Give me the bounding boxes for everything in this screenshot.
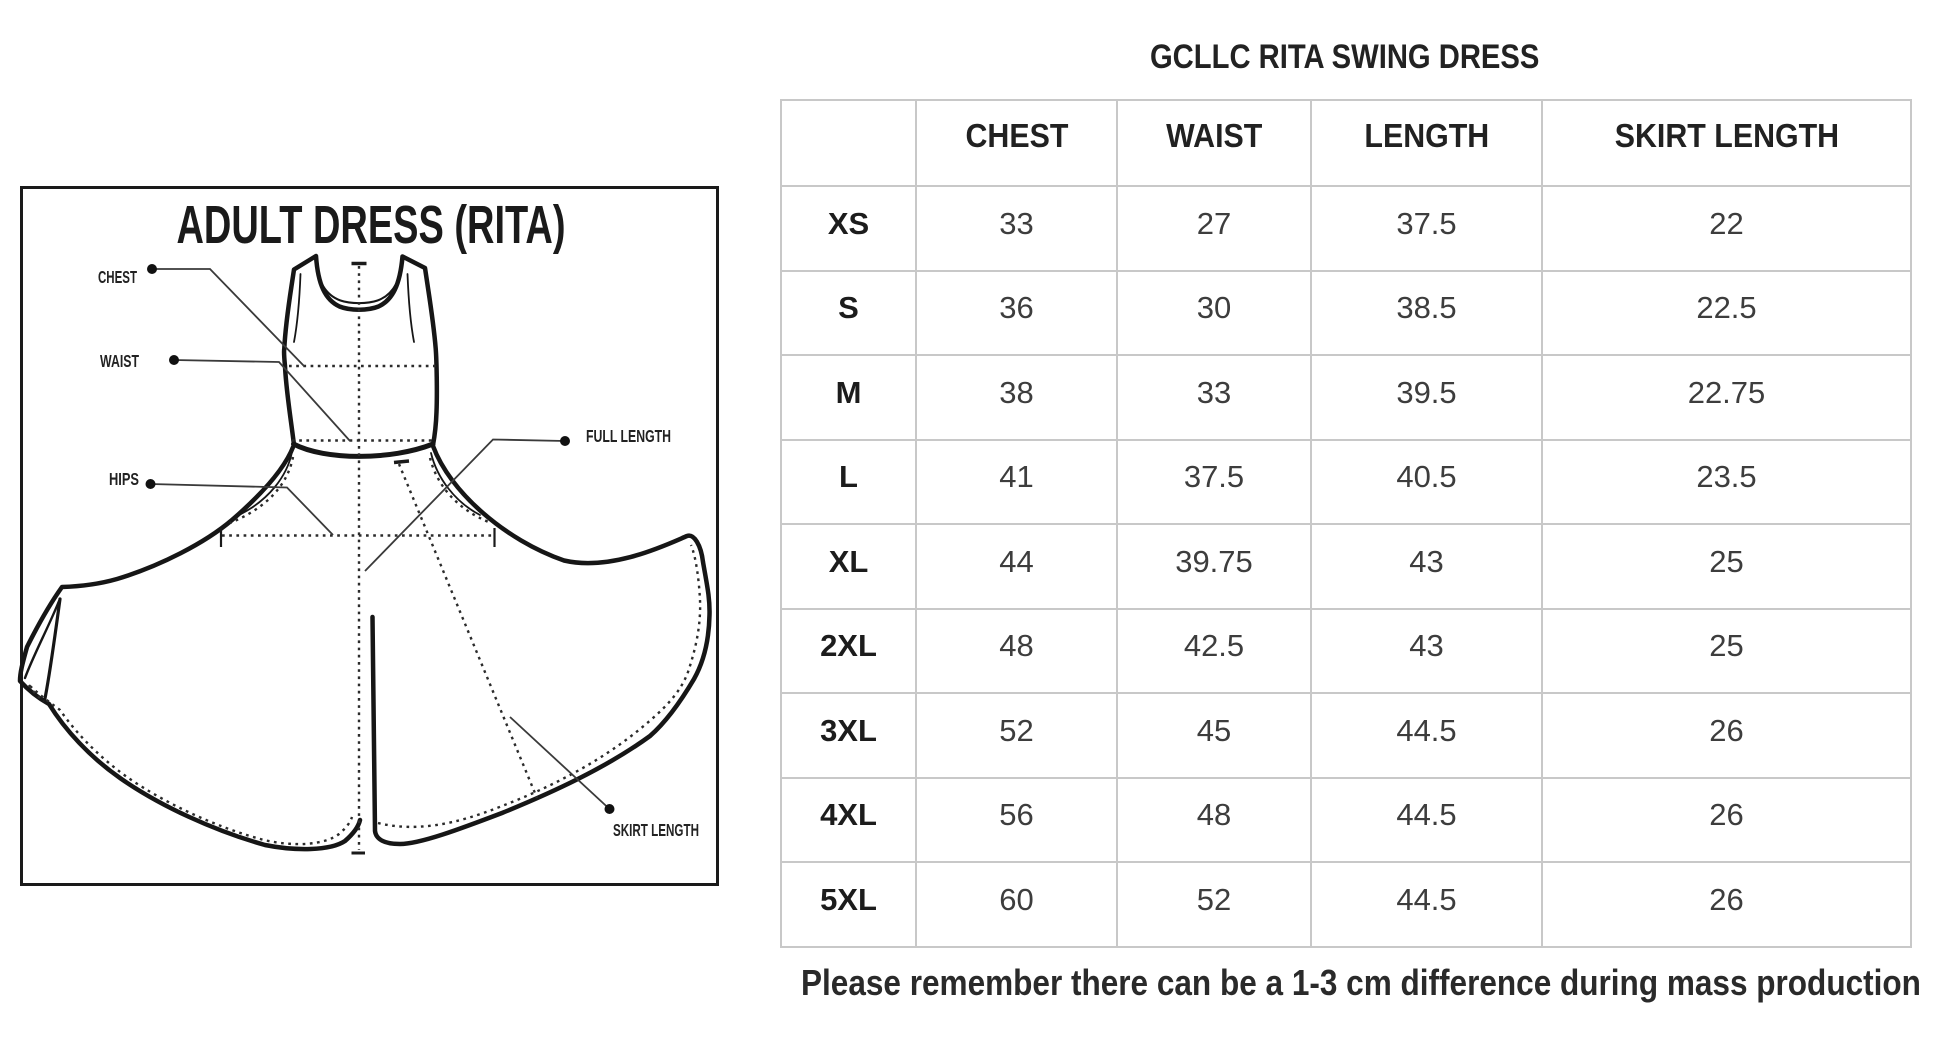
svg-text:CHEST: CHEST [98, 267, 137, 287]
svg-text:ADULT DRESS (RITA): ADULT DRESS (RITA) [177, 195, 566, 255]
svg-text:SKIRT LENGTH: SKIRT LENGTH [613, 820, 699, 840]
svg-text:FULL LENGTH: FULL LENGTH [586, 426, 671, 446]
svg-text:WAIST: WAIST [100, 351, 139, 371]
svg-text:HIPS: HIPS [109, 469, 139, 489]
